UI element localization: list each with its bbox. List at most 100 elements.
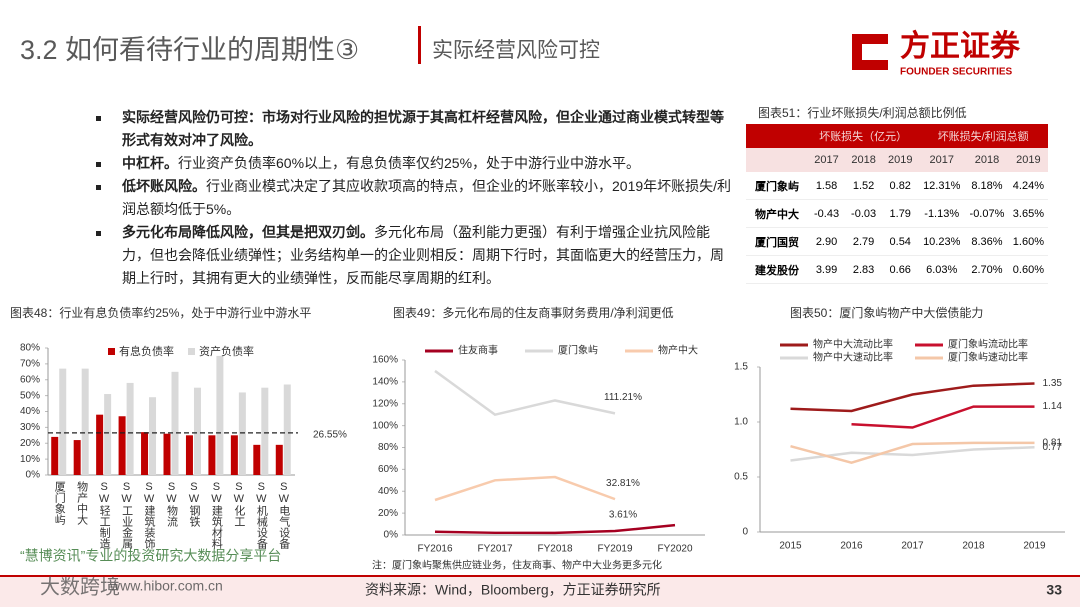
watermark-brand: 大数跨境 (40, 575, 120, 598)
bar (59, 368, 67, 475)
line-series (790, 446, 1035, 462)
bullet-text: 行业商业模式决定了其应收款项高的特点，但企业的坏账率较小，2019年坏账损失/利… (122, 178, 732, 217)
bar (171, 371, 179, 475)
x-tick-label: FY2018 (537, 544, 572, 555)
year-row: 2017 2018 2019 2017 2018 2019 (746, 148, 1048, 172)
cell: 8.18% (965, 172, 1009, 200)
bar (141, 432, 149, 475)
chart-title: 图表48：行业有息负债率约25%，处于中游行业中游水平 (10, 305, 311, 320)
cell: 1.79 (882, 199, 919, 228)
group-header: 坏账损失（亿元） (808, 124, 919, 148)
x-tick-label: 物产中大 (76, 480, 89, 525)
line-series (851, 405, 1035, 429)
bar (253, 444, 261, 475)
bar (96, 414, 104, 475)
cell: 1.60% (1008, 227, 1048, 256)
bullet-text: 多元化布局（盈利能力更强）有利于增强企业抗风险能力，但也会降低业绩弹性；业务结构… (122, 224, 724, 286)
bullet-lead: 多元化布局降低风险，但其是把双刃剑。 (122, 224, 374, 240)
bar (238, 392, 246, 475)
y-tick-label: 0% (384, 530, 399, 541)
cell: 2.79 (845, 227, 883, 256)
value-label: 0.77 (1043, 442, 1063, 453)
reference-label: 26.55% (313, 429, 347, 440)
cell: 12.31% (918, 172, 966, 200)
bullet-lead: 中杠杆。 (122, 155, 178, 171)
x-tick-label: FY2017 (477, 544, 512, 555)
bullet: 多元化布局降低风险，但其是把双刃剑。多元化布局（盈利能力更强）有利于增强企业抗风… (92, 221, 732, 290)
x-tick-label: SW电气设备 (278, 481, 291, 550)
x-tick-label: 2017 (901, 541, 924, 552)
y-tick-label: 160% (372, 355, 398, 366)
table-caption: 图表51：行业坏账损失/利润总额比例低 (758, 106, 967, 120)
line-series (434, 475, 616, 502)
x-tick-label: SW工业金属 (121, 481, 134, 550)
bullet: 低坏账风险。行业商业模式决定了其应收款项高的特点，但企业的坏账率较小，2019年… (92, 175, 732, 221)
bar (118, 416, 126, 475)
legend-label: 物产中大 (658, 344, 698, 357)
x-tick-label: FY2020 (657, 544, 692, 555)
bar (104, 394, 112, 475)
cell: 0.82 (882, 172, 919, 200)
bar (275, 444, 283, 475)
y-tick-label: 80% (378, 442, 398, 453)
value-label: 1.14 (1043, 401, 1063, 412)
logo-en: FOUNDER SECURITIES (900, 67, 1013, 78)
x-tick-label: SW建筑材料 (210, 481, 223, 550)
logo-icon-cut (862, 44, 888, 60)
row-label: 建发股份 (746, 255, 808, 284)
cell: 0.54 (882, 227, 919, 256)
x-tick-label: SW钢铁 (188, 481, 201, 527)
value-label: 3.61% (609, 510, 637, 521)
y-tick-label: 30% (20, 422, 40, 433)
legend-label: 物产中大流动比率 (813, 338, 893, 351)
y-tick-label: 20% (378, 508, 398, 519)
cell: -0.07% (965, 199, 1009, 228)
cell: -0.43 (808, 199, 846, 228)
legend-label: 资产负债率 (199, 344, 254, 358)
header-row: 坏账损失（亿元） 坏账损失/利润总额 (746, 124, 1048, 148)
group-header: 坏账损失/利润总额 (918, 124, 1048, 148)
value-label: 111.21% (604, 392, 642, 403)
x-tick-label: SW化工 (233, 481, 246, 527)
chart-title: 图表50：厦门象屿物产中大偿债能力 (790, 305, 983, 320)
cell: 6.03% (918, 255, 966, 284)
x-tick-label: 2019 (1023, 541, 1046, 552)
bar (163, 433, 171, 475)
bar (208, 435, 216, 475)
cell: 3.99 (808, 255, 846, 284)
y-tick-label: 40% (378, 486, 398, 497)
cell: 4.24% (1008, 172, 1048, 200)
line-series (790, 441, 1035, 465)
bar (185, 435, 193, 475)
cell: 3.65% (1008, 199, 1048, 228)
bar (51, 436, 59, 475)
y-tick-label: 1.5 (734, 362, 748, 373)
bar (283, 384, 291, 475)
legend-label: 有息负债率 (119, 344, 174, 358)
y-tick-label: 60% (378, 464, 398, 475)
cell: 2.83 (845, 255, 883, 284)
x-tick-label: FY2019 (597, 544, 632, 555)
x-tick-label: 厦门象屿 (53, 481, 66, 526)
data-row: 建发股份 3.99 2.83 0.66 6.03% 2.70% 0.60% (746, 255, 1048, 284)
bullet: 实际经营风险仍可控：市场对行业风险的担忧源于其高杠杆经营风险，但企业通过商业模式… (92, 106, 732, 152)
year-header: 2017 (918, 148, 966, 172)
source: 资料来源：Wind，Bloomberg，方正证券研究所 (365, 582, 661, 598)
y-tick-label: 140% (372, 377, 398, 388)
bullet-text: 行业资产负债率60%以上，有息负债率仅约25%，处于中游行业中游水平。 (178, 155, 641, 171)
x-tick-label: FY2016 (417, 544, 452, 555)
y-tick-label: 70% (20, 359, 40, 370)
y-tick-label: 0.5 (734, 472, 748, 483)
bar (126, 382, 134, 475)
y-tick-label: 20% (20, 438, 40, 449)
cell: 0.60% (1008, 255, 1048, 284)
line-series (434, 369, 616, 417)
x-tick-label: SW物流 (166, 481, 179, 527)
year-header: 2017 (808, 148, 846, 172)
chart-title: 图表49：多元化布局的住友商事财务费用/净利润更低 (393, 305, 674, 320)
y-tick-label: 0 (742, 527, 748, 538)
data-row: 厦门国贸 2.90 2.79 0.54 10.23% 8.36% 1.60% (746, 227, 1048, 256)
bar (73, 440, 81, 475)
title: 3.2 如何看待行业的周期性③ (20, 35, 360, 65)
legend-label: 厦门象屿 (558, 344, 598, 357)
